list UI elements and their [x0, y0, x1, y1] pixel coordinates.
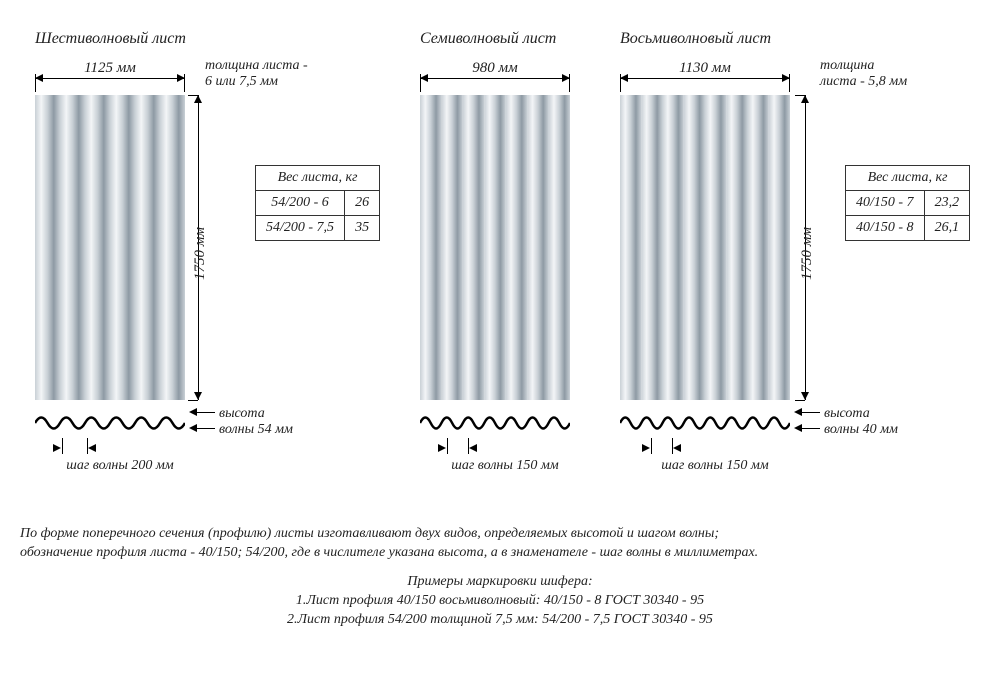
- tick: [62, 438, 63, 454]
- width-dim-line: [620, 78, 790, 79]
- arrow-up-icon: [194, 95, 202, 103]
- tick: [188, 400, 198, 401]
- arrow-left-icon: [673, 444, 681, 452]
- arrow-left-icon: [189, 424, 197, 432]
- arrow-right-icon: [53, 444, 61, 452]
- weight-table-0: Вес листа, кг54/200 - 62654/200 - 7,535: [255, 165, 380, 241]
- thickness-note: толщина листа -6 или 7,5 мм: [205, 58, 375, 90]
- sheet-seven: [420, 95, 570, 400]
- footer-para: По форме поперечного сечения (профилю) л…: [0, 525, 1000, 573]
- arrow-right-icon: [438, 444, 446, 452]
- footer-examples-title: Примеры маркировки шифера:: [0, 573, 1000, 592]
- tick: [795, 95, 805, 96]
- panel-title-six: Шестиволновый лист: [35, 30, 186, 48]
- arrow-left-icon: [794, 408, 802, 416]
- page: { "colors":{ "bg":"#ffffff","text":"#222…: [0, 0, 1000, 700]
- wave-height-note: высотаволны 54 мм: [219, 406, 369, 438]
- wh-line: [197, 428, 215, 429]
- wave-step-label: шаг волны 150 мм: [610, 458, 820, 474]
- width-label: 1130 мм: [620, 60, 790, 77]
- height-label: 1750 мм: [799, 227, 816, 280]
- wh-line: [802, 412, 820, 413]
- width-label: 1125 мм: [35, 60, 185, 77]
- panel-title-eight: Восьмиволновый лист: [620, 30, 771, 48]
- wave-profile-seven: [420, 412, 570, 439]
- arrow-left-icon: [794, 424, 802, 432]
- tick: [447, 438, 448, 454]
- sheet-six: [35, 95, 185, 400]
- arrow-down-icon: [801, 392, 809, 400]
- arrow-left-icon: [189, 408, 197, 416]
- wave-profile-six: [35, 412, 185, 439]
- wave-height-note: высотаволны 40 мм: [824, 406, 974, 438]
- footer-text: По форме поперечного сечения (профилю) л…: [0, 525, 1000, 629]
- wh-line: [802, 428, 820, 429]
- arrow-left-icon: [88, 444, 96, 452]
- tick: [795, 400, 805, 401]
- footer-example: 2.Лист профиля 54/200 толщиной 7,5 мм: 5…: [0, 611, 1000, 630]
- footer-example: 1.Лист профиля 40/150 восьмиволновый: 40…: [0, 592, 1000, 611]
- width-label: 980 мм: [420, 60, 570, 77]
- tick: [651, 438, 652, 454]
- arrow-right-icon: [642, 444, 650, 452]
- arrow-up-icon: [801, 95, 809, 103]
- weight-table-1: Вес листа, кг40/150 - 723,240/150 - 826,…: [845, 165, 970, 241]
- sheet-eight: [620, 95, 790, 400]
- wave-step-label: шаг волны 200 мм: [25, 458, 215, 474]
- wave-profile-eight: [620, 412, 790, 439]
- wave-step-label: шаг волны 150 мм: [410, 458, 600, 474]
- arrow-left-icon: [469, 444, 477, 452]
- width-dim-line: [420, 78, 570, 79]
- width-dim-line: [35, 78, 185, 79]
- height-label: 1750 мм: [192, 227, 209, 280]
- wh-line: [197, 412, 215, 413]
- tick: [188, 95, 198, 96]
- thickness-note: толщиналиста - 5,8 мм: [820, 58, 990, 90]
- arrow-down-icon: [194, 392, 202, 400]
- panel-title-seven: Семиволновый лист: [420, 30, 556, 48]
